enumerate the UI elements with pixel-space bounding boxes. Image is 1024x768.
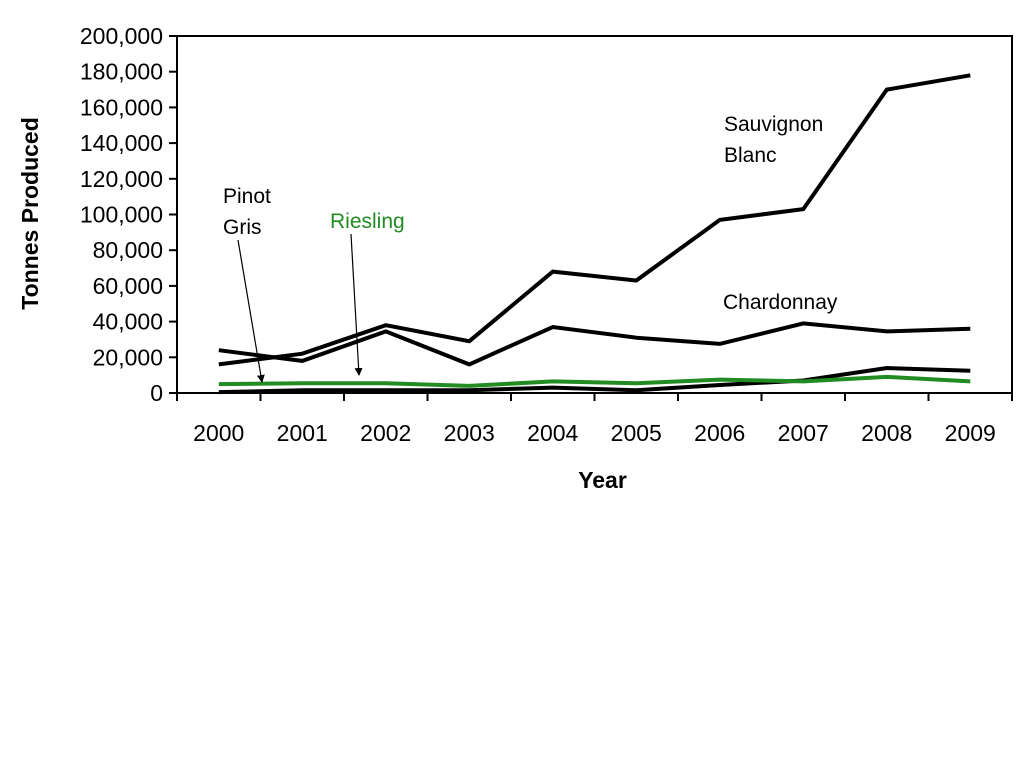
series-lines <box>218 73 971 395</box>
x-tick-label: 2002 <box>360 420 411 446</box>
annotation-line: Gris <box>223 216 262 239</box>
annotations: Sauvignon Blanc Chardonnay Pinot Gris Rieslin… <box>223 113 838 383</box>
annotation-line: Riesling <box>330 210 405 233</box>
series-line-riesling <box>218 374 971 388</box>
series-line-pinot-gris <box>218 365 971 395</box>
annotation-line: Sauvignon <box>724 113 823 136</box>
y-tick-label: 20,000 <box>93 344 163 370</box>
x-tick-label: 2003 <box>444 420 495 446</box>
annotation-line: Chardonnay <box>723 291 838 314</box>
y-tick-label: 120,000 <box>80 166 163 192</box>
annotation-chard: Chardonnay <box>723 291 838 314</box>
y-tick-label: 0 <box>150 380 163 406</box>
x-tick-label: 2004 <box>527 420 578 446</box>
x-tick-label: 2005 <box>611 420 662 446</box>
x-tick-label: 2000 <box>193 420 244 446</box>
x-tick-label: 2007 <box>778 420 829 446</box>
x-tick-label: 2008 <box>861 420 912 446</box>
y-tick-label: 180,000 <box>80 59 163 85</box>
x-axis-title: Year <box>578 467 627 493</box>
annotation-pinot: Pinot Gris <box>223 185 271 239</box>
pinot-gris-arrow <box>237 239 265 383</box>
x-tick-label: 2001 <box>277 420 328 446</box>
y-tick-label: 140,000 <box>80 130 163 156</box>
riesling-arrow <box>350 233 363 376</box>
annotation-line: Pinot <box>223 185 271 208</box>
y-tick-label: 40,000 <box>93 309 163 335</box>
series-line-sauvignon-blanc <box>218 73 971 367</box>
y-tick-label: 60,000 <box>93 273 163 299</box>
x-ticks: 2000 2001 2002 2003 2004 2005 2006 2007 2008 2009 <box>176 393 1013 446</box>
y-tick-label: 200,000 <box>80 23 163 49</box>
y-axis-title: Tonnes Produced <box>17 117 43 310</box>
y-tick-label: 100,000 <box>80 202 163 228</box>
y-tick-label: 160,000 <box>80 94 163 120</box>
annotation-sauv: Sauvignon Blanc <box>724 113 823 167</box>
x-tick-label: 2009 <box>945 420 996 446</box>
series-line-chardonnay <box>218 321 971 367</box>
annotation-line: Blanc <box>724 144 777 167</box>
x-tick-label: 2006 <box>694 420 745 446</box>
y-tick-label: 80,000 <box>93 237 163 263</box>
annotation-ries: Riesling <box>330 210 405 233</box>
y-ticks: 0 20,000 40,000 60,000 80,000 100,000 120,000 1… <box>80 23 177 406</box>
